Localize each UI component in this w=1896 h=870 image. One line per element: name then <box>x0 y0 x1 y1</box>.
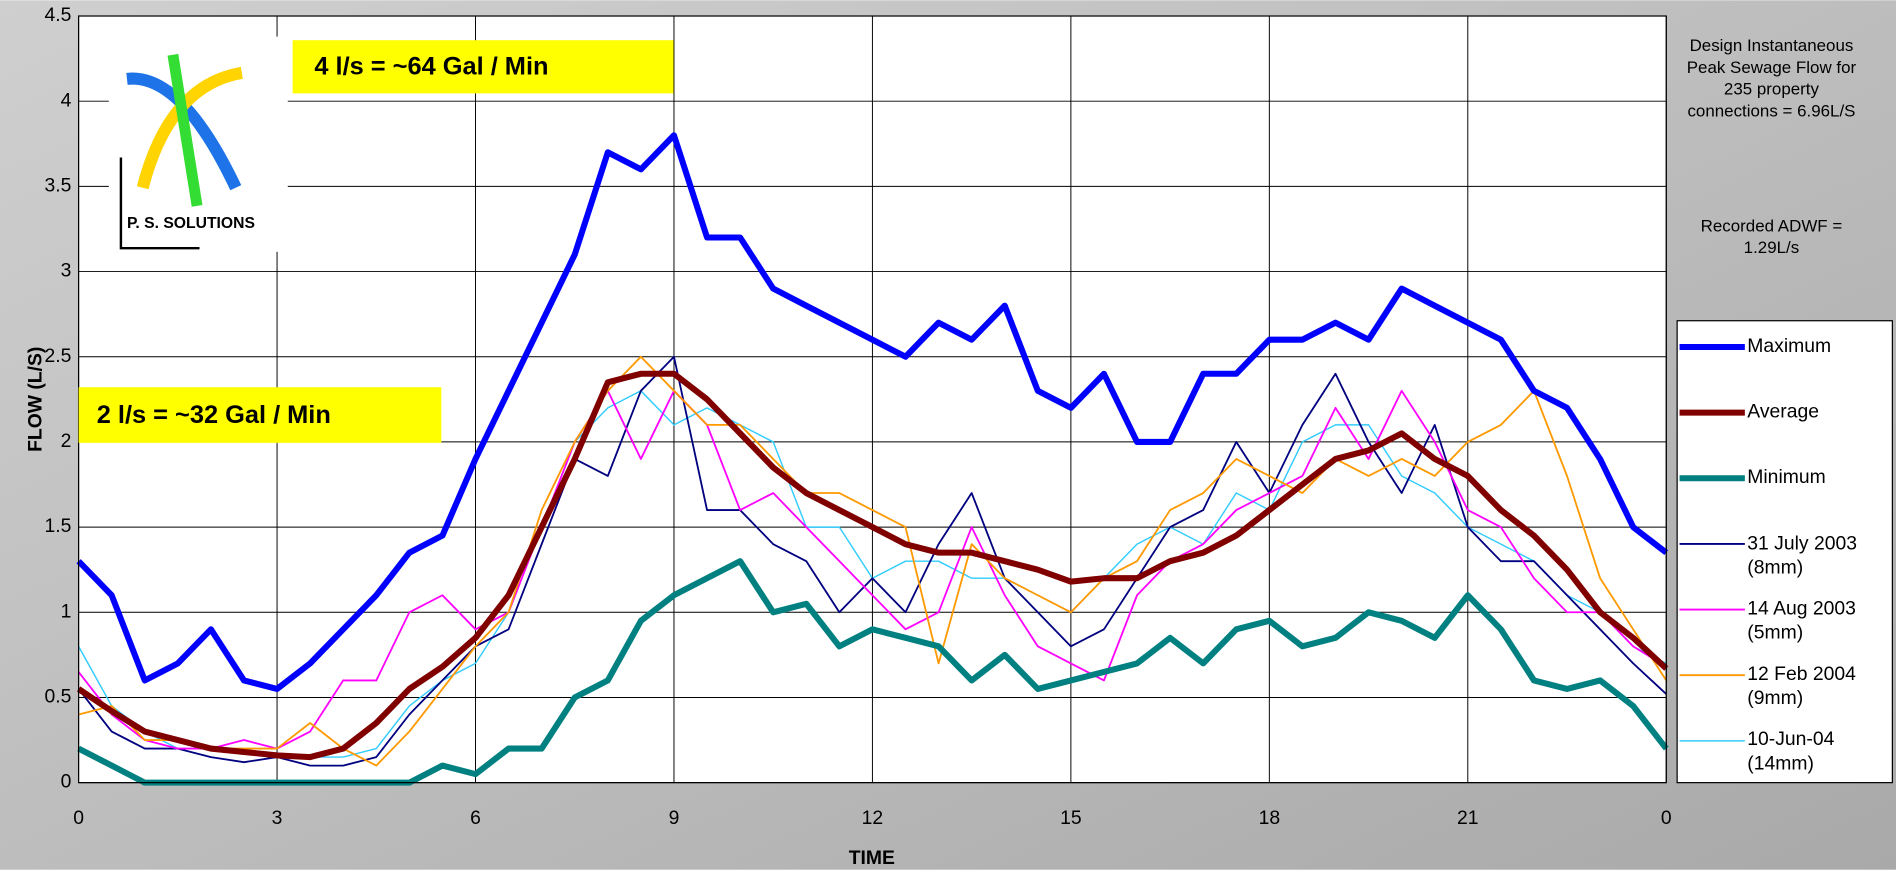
legend-label: Minimum <box>1747 467 1826 488</box>
annotation-box <box>292 40 674 94</box>
logo-bar <box>167 53 203 207</box>
legend-label: 31 July 2003 (8mm) <box>1747 533 1857 578</box>
legend-label-box: Average <box>1747 401 1819 423</box>
logo-frame <box>119 157 200 250</box>
legend-label-box: 14 Aug 2003 (5mm) <box>1747 598 1856 644</box>
x-tick-label: 18 <box>1259 807 1281 829</box>
y-tick-label: 3.5 <box>44 174 71 196</box>
y-tick-label: 0.5 <box>44 686 71 708</box>
x-tick-label: 0 <box>1661 807 1672 829</box>
legend-label: 14 Aug 2003 (5mm) <box>1747 598 1856 644</box>
legend-label: Maximum <box>1747 336 1832 357</box>
y-tick-label: 2.5 <box>44 345 71 367</box>
note-box: Recorded ADWF = 1.29L/s <box>1700 215 1843 257</box>
logo-bg <box>108 36 288 252</box>
annotation: 4 l/s = ~64 Gal / Min <box>314 53 548 81</box>
series-line <box>77 389 1667 750</box>
x-tick-label: 15 <box>1060 807 1082 829</box>
annotation: 2 l/s = ~32 Gal / Min <box>97 401 331 429</box>
series-line <box>76 370 1669 761</box>
legend-label-box: Minimum <box>1747 467 1826 488</box>
note: Design Instantaneous Peak Sewage Flow fo… <box>1686 35 1857 121</box>
annotation-box <box>78 387 442 443</box>
legend-label: 10-Jun-04 (14mm) <box>1747 729 1835 775</box>
y-tick-label: 2 <box>61 430 72 452</box>
legend-label: 12 Feb 2004 (9mm) <box>1747 664 1856 710</box>
x-tick-label: 3 <box>272 807 283 829</box>
note-box: Design Instantaneous Peak Sewage Flow fo… <box>1686 35 1857 121</box>
legend-label-box: 10-Jun-04 (14mm) <box>1747 729 1835 775</box>
legend-box <box>1676 320 1893 784</box>
y-tick-label: 1.5 <box>44 515 71 537</box>
x-tick-label: 21 <box>1457 807 1479 829</box>
legend-label-box: Maximum <box>1747 336 1832 357</box>
y-axis-label: FLOW (L/S) <box>24 347 46 452</box>
y-tick-label: 0 <box>61 771 72 793</box>
series-line <box>76 132 1669 692</box>
legend-label: Average <box>1747 401 1819 423</box>
legend-label-box: 31 July 2003 (8mm) <box>1747 533 1857 578</box>
y-tick-label: 3 <box>61 260 72 282</box>
legend-label-box: 12 Feb 2004 (9mm) <box>1747 664 1856 710</box>
x-axis-label: TIME <box>849 847 895 869</box>
y-tick-label: 4 <box>61 89 72 111</box>
logo: P. S. SOLUTIONS <box>108 36 288 252</box>
series-line <box>77 355 1667 767</box>
x-tick-label: 12 <box>862 807 884 829</box>
y-tick-label: 1 <box>61 600 72 622</box>
y-tick-label: 4.5 <box>44 4 71 26</box>
x-tick-label: 6 <box>470 807 481 829</box>
grid: 0 0.5 1 1.5 2 2.5 3 3.5 4 4.5 0 3 6 9 12 15 18 21 0 <box>44 4 1671 829</box>
note: Recorded ADWF = 1.29L/s <box>1700 215 1843 257</box>
x-tick-label: 9 <box>669 807 680 829</box>
logo-text: P. S. SOLUTIONS <box>127 215 255 232</box>
x-tick-label: 0 <box>73 807 84 829</box>
legend: Maximum Average Minimum 31 July 2003 (8mm) 1… <box>1679 336 1857 775</box>
